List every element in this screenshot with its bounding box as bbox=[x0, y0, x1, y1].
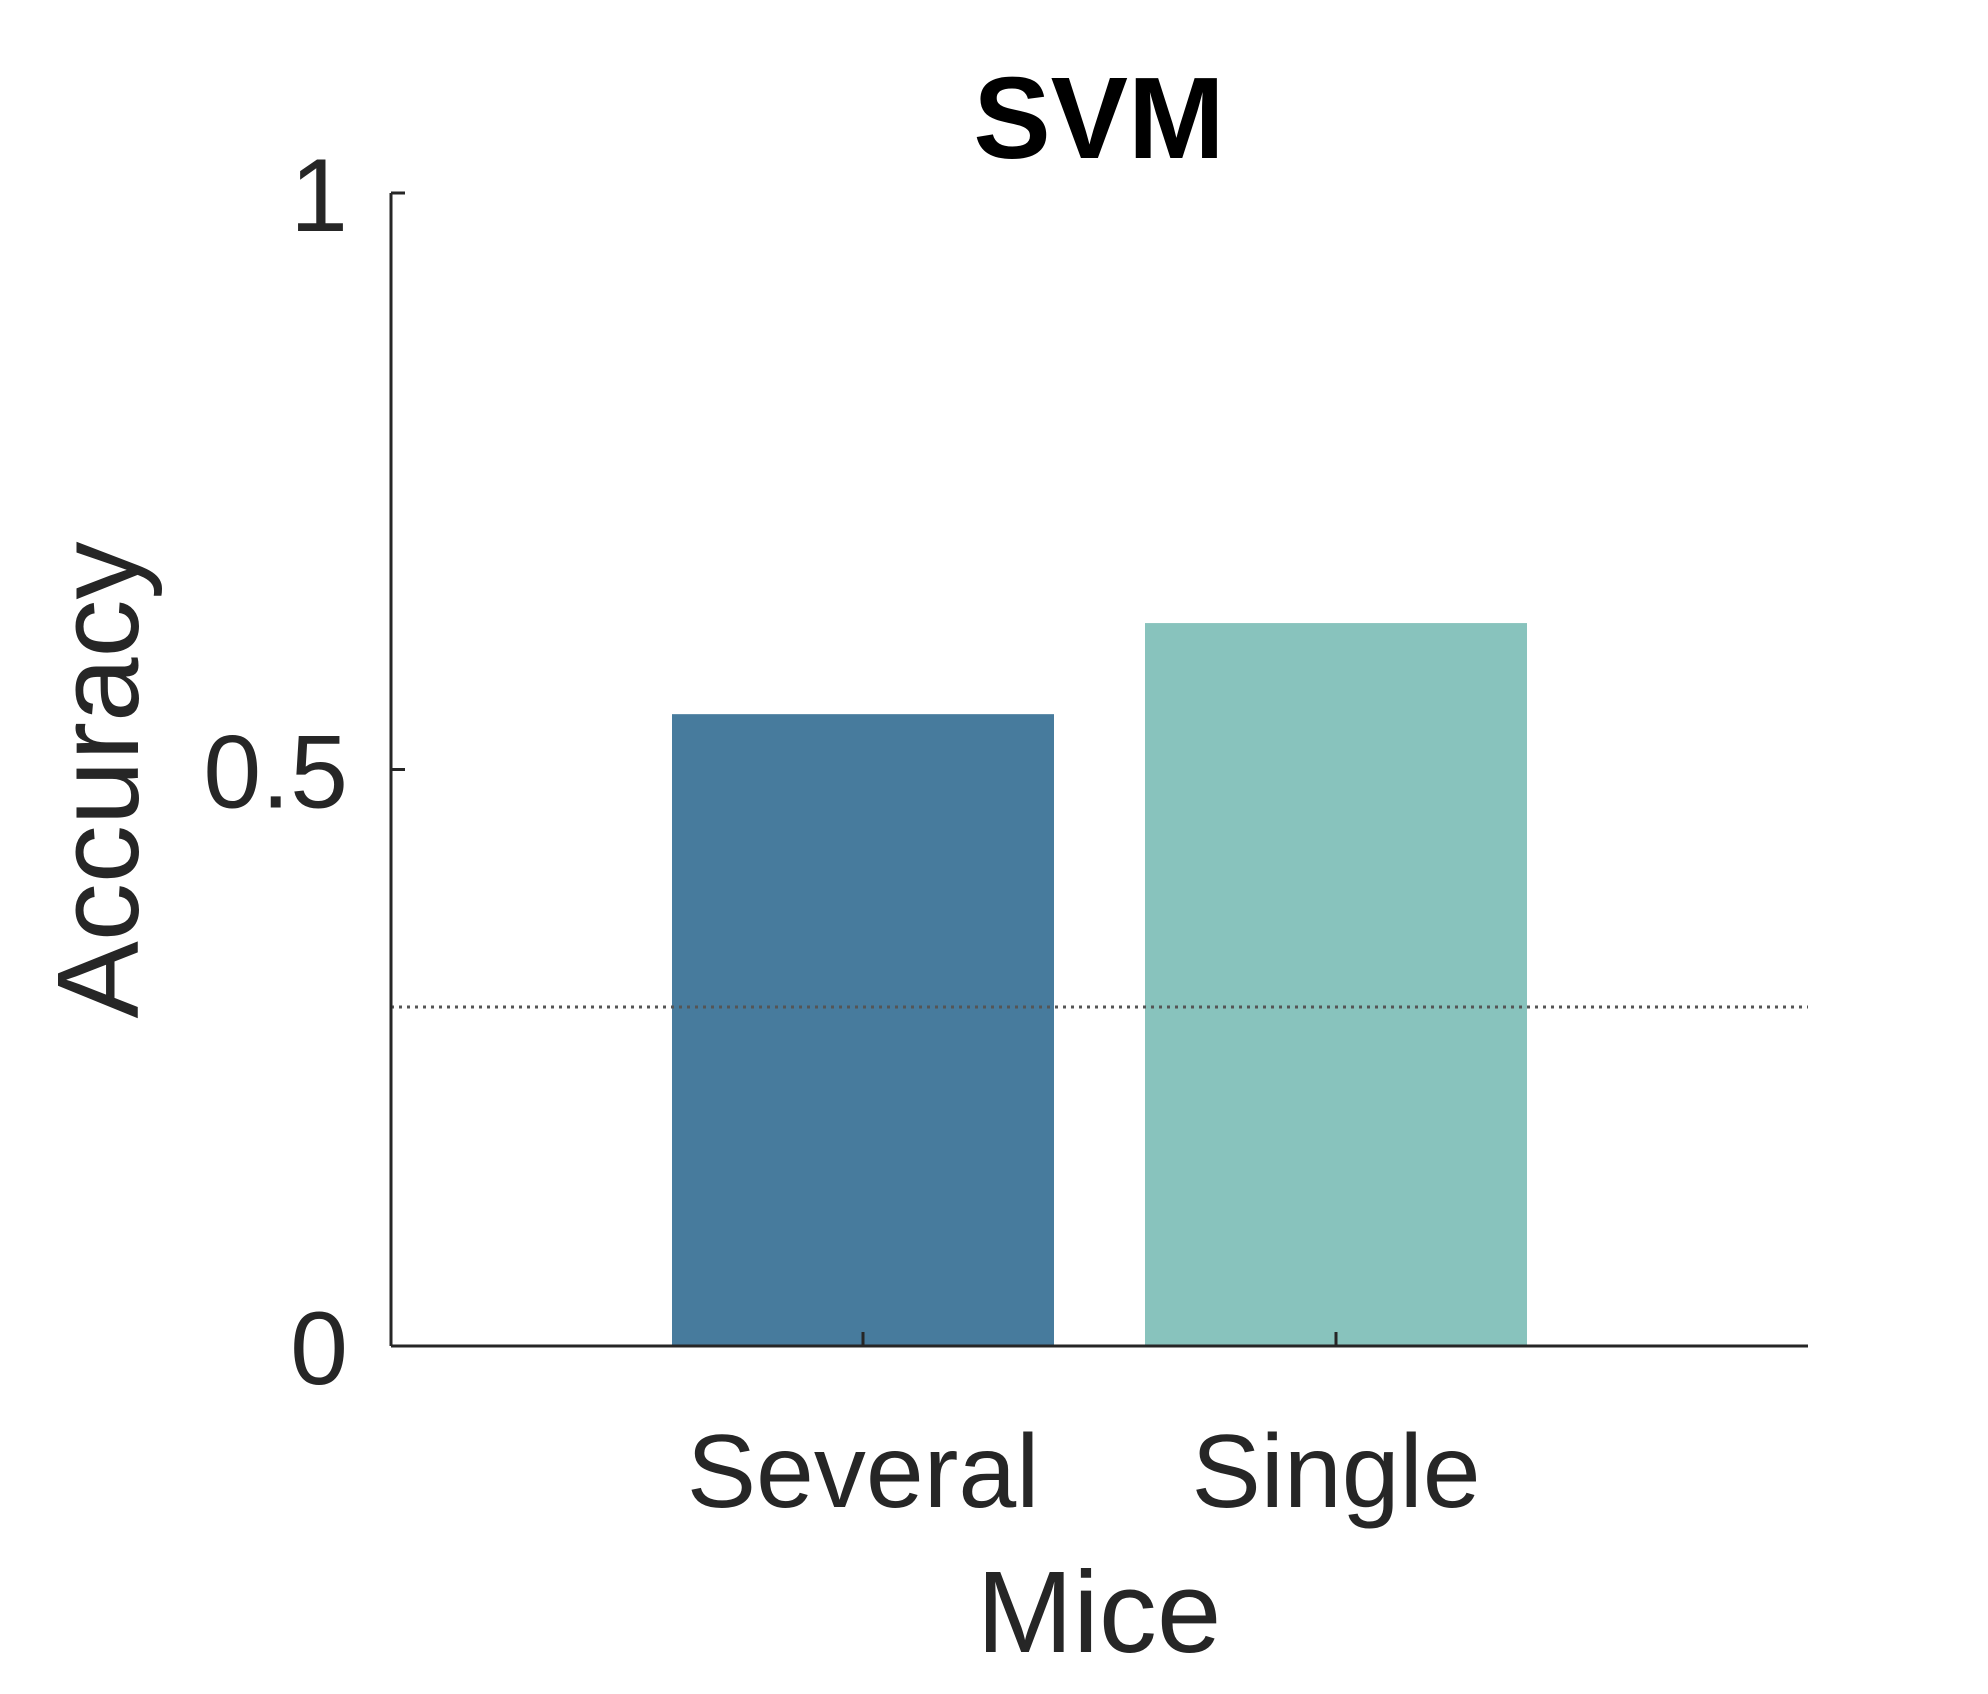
x-ticks-group: Several Single bbox=[687, 1332, 1481, 1530]
bars-group bbox=[672, 623, 1527, 1346]
y-axis-label: Accuracy bbox=[33, 541, 163, 1018]
y-tick-label-1: 0.5 bbox=[203, 715, 348, 831]
bar-single bbox=[1145, 623, 1527, 1346]
x-tick-label-several: Several bbox=[687, 1414, 1040, 1530]
y-ticks-group: 00.51 bbox=[203, 138, 405, 1407]
y-tick-label-2: 1 bbox=[290, 138, 348, 254]
x-tick-label-single: Single bbox=[1191, 1414, 1480, 1530]
bar-several bbox=[672, 714, 1054, 1346]
chart-title: SVM bbox=[973, 53, 1224, 183]
axes-group bbox=[389, 193, 1808, 1348]
y-tick-label-0: 0 bbox=[290, 1291, 348, 1407]
x-axis-label: Mice bbox=[977, 1547, 1222, 1677]
